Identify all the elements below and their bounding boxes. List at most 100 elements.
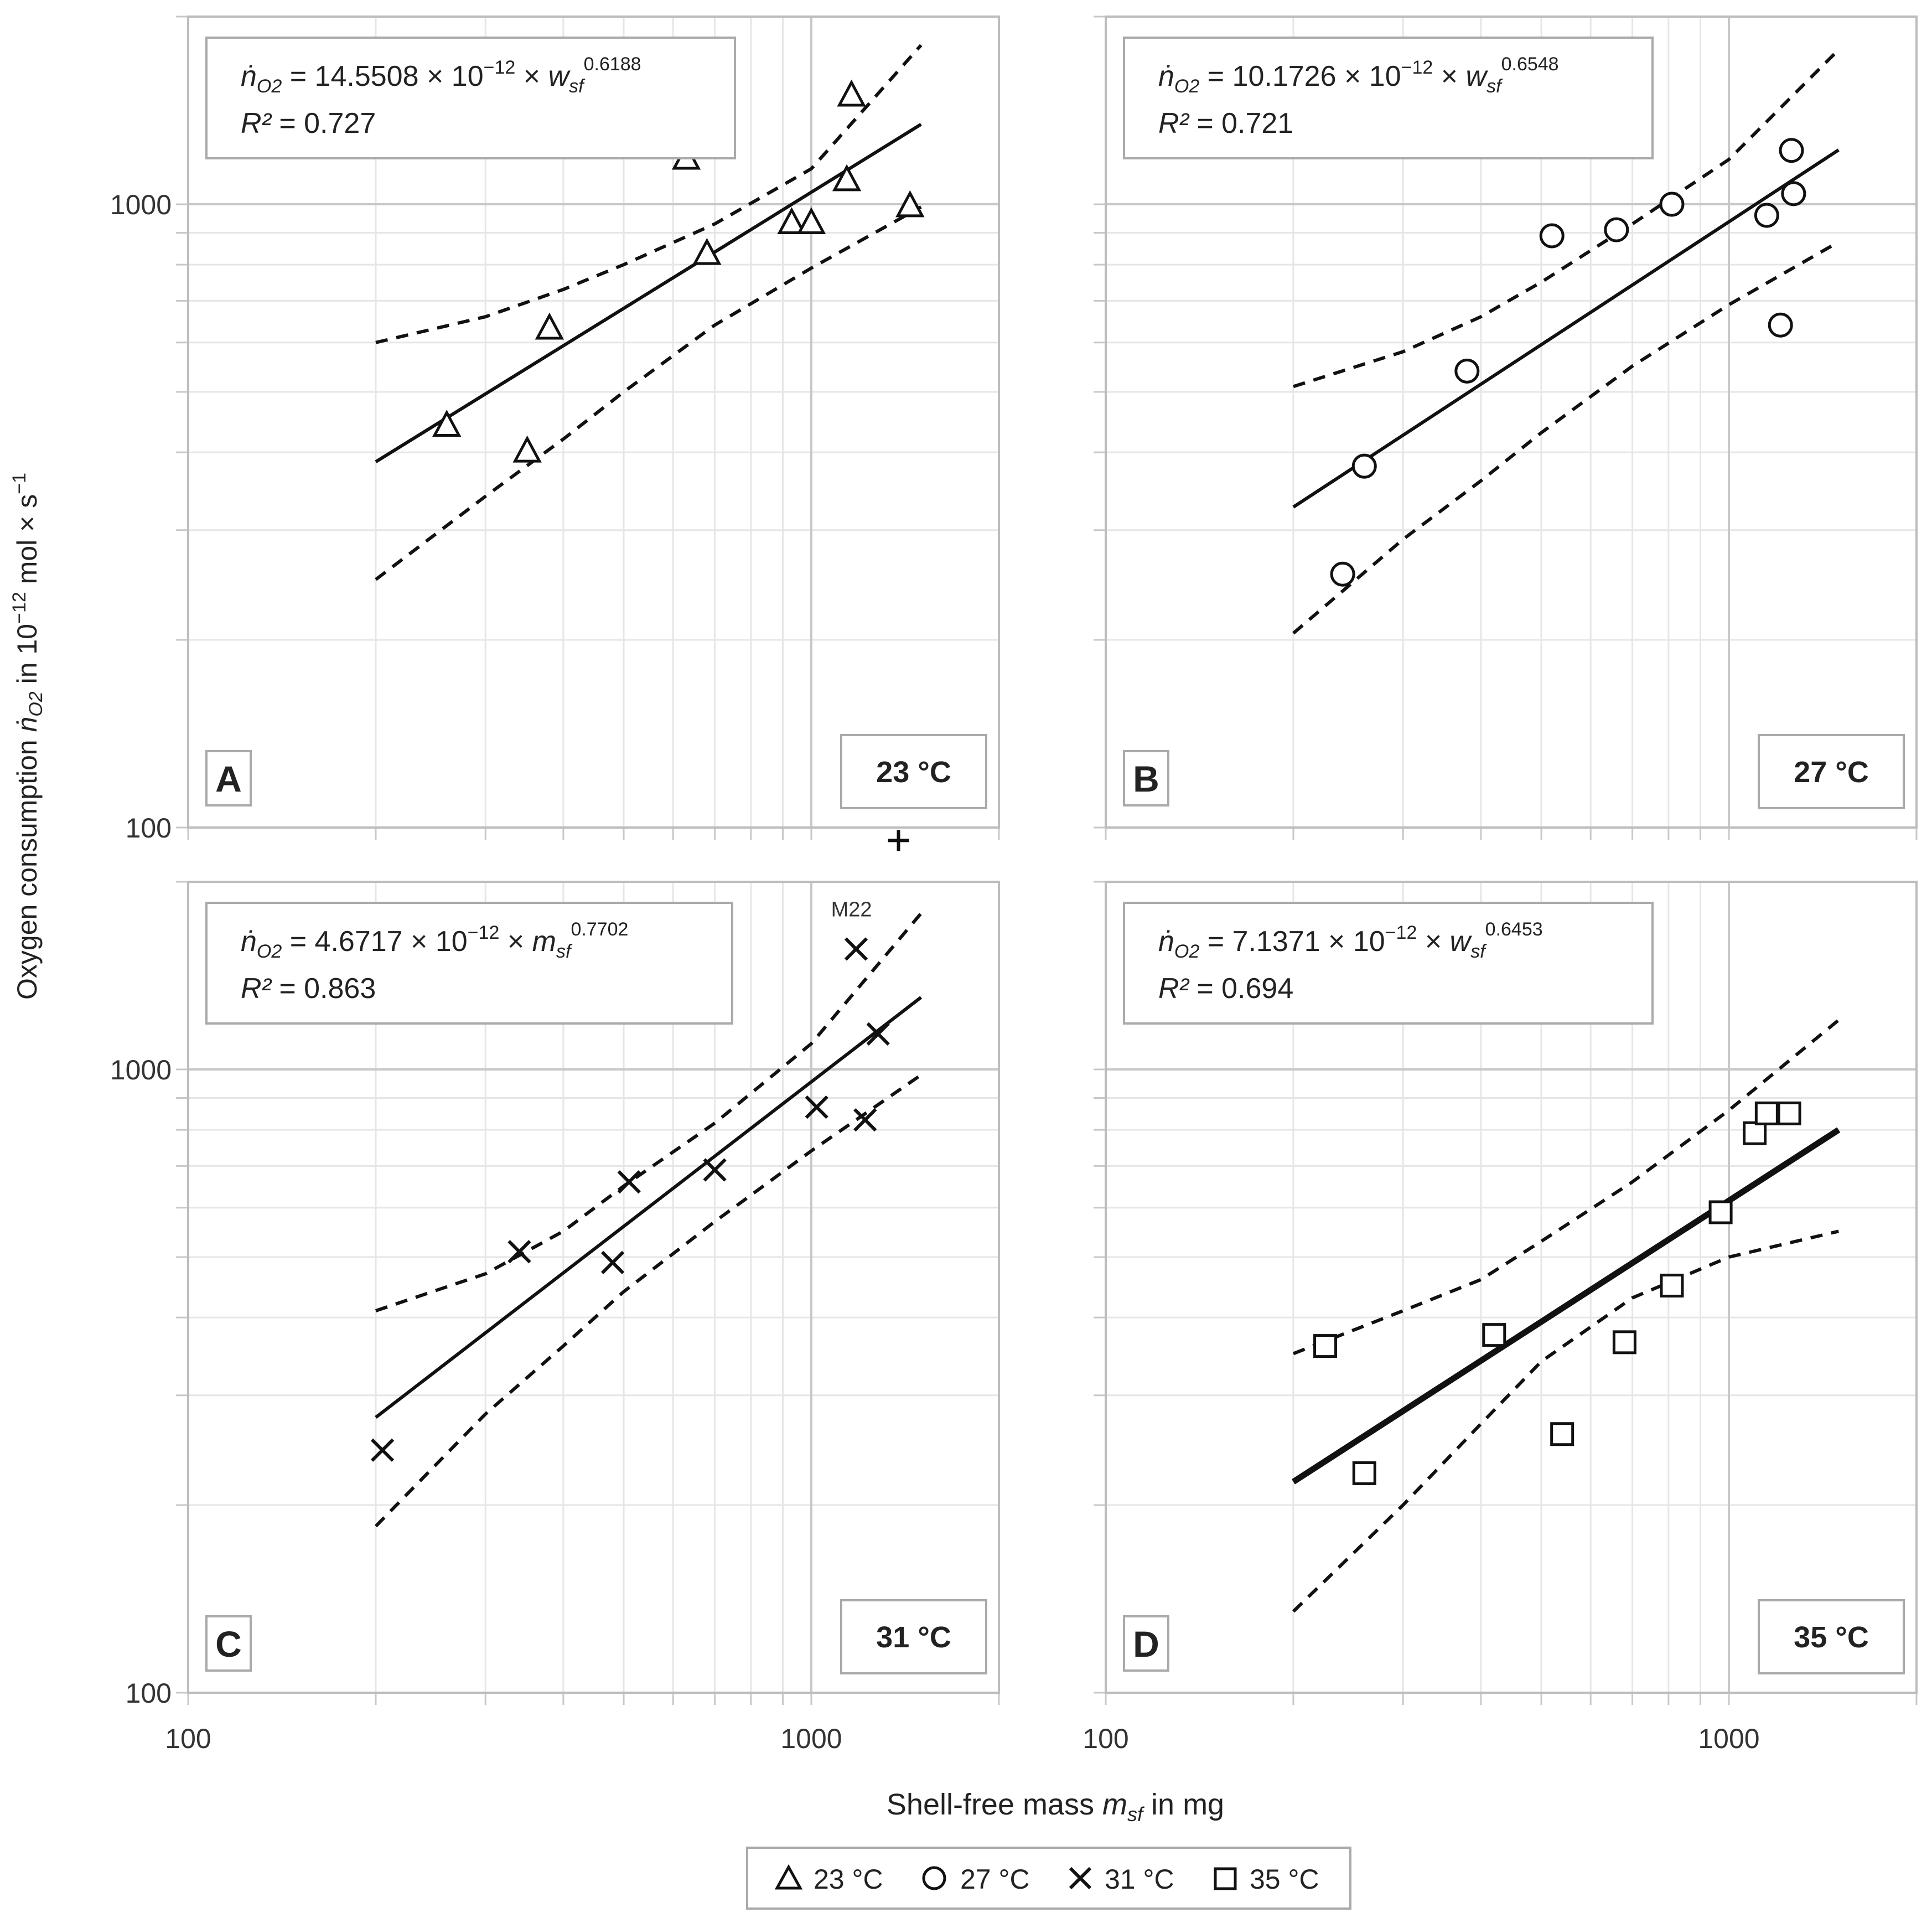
temperature-box	[840, 734, 987, 809]
plot-area-frame	[187, 15, 1000, 829]
r2-value: = 0.863	[271, 973, 376, 1005]
panel-d: 100 1000 ṅO2 = 7.1371 × 10−12 × wsf0.6453 R…	[1082, 881, 1918, 1754]
eq-lhs-sub: O2	[1174, 76, 1199, 97]
plot-area-frame	[187, 881, 1000, 1694]
regression-line	[375, 996, 923, 1419]
data-point-circle	[1754, 203, 1779, 228]
eq-var: w	[1466, 60, 1489, 92]
legend-triangle-icon	[774, 1864, 803, 1890]
y-axis-label-unit-exp: −1	[9, 473, 30, 494]
x-axis-label-sub: sf	[1127, 1803, 1145, 1826]
r2-label: R²	[241, 973, 272, 1005]
x-tick-label: 1000	[780, 1723, 842, 1754]
data-point-square	[1550, 1422, 1574, 1446]
data-point-triangle	[796, 207, 826, 234]
data-point-square	[1743, 1121, 1767, 1145]
r-squared-text: R² = 0.863	[241, 973, 376, 1005]
ci-lower-line	[374, 1073, 923, 1528]
eq-exp: −12	[1385, 922, 1417, 943]
data-point-circle	[1781, 181, 1806, 206]
eq-times: ×	[1433, 60, 1465, 92]
y-axis-label-exp: −12	[9, 592, 30, 624]
eq-var: m	[532, 926, 556, 958]
x-tick-label: 100	[1082, 1723, 1128, 1754]
data-point-circle	[1604, 217, 1629, 242]
x-axis-label-main: Shell-free mass	[887, 1788, 1102, 1821]
legend-circle-icon	[922, 1866, 946, 1890]
regression-line	[1291, 1127, 1841, 1485]
equation-text: ṅO2 = 14.5508 × 10−12 × wsf0.6188	[241, 54, 641, 97]
equation-text: ṅO2 = 4.6717 × 10−12 × msf0.7702	[241, 919, 628, 962]
regression-line	[375, 123, 922, 463]
data-point-square	[1777, 1101, 1801, 1125]
r2-value: = 0.694	[1189, 973, 1293, 1005]
temperature-label: 27 °C	[1794, 756, 1869, 789]
ci-lower-line	[1292, 1229, 1839, 1613]
data-point-square	[1754, 1101, 1779, 1125]
data-point-triangle	[837, 79, 866, 107]
ci-lower-line	[1292, 240, 1840, 635]
y-axis-label-symbol: ṅ	[12, 717, 43, 732]
y-axis-label-in: in 10	[12, 624, 43, 691]
r-squared-text: R² = 0.694	[1158, 973, 1293, 1005]
data-point-cross	[805, 1095, 828, 1119]
legend-label-27: 27 °C	[960, 1864, 1030, 1895]
y-tick-label: 100	[126, 813, 172, 844]
eq-exp: −12	[1401, 57, 1433, 78]
data-point-circle	[1779, 138, 1804, 163]
eq-exp: −12	[468, 922, 500, 943]
y-tick-label: 1000	[110, 1054, 172, 1085]
eq-lhs-sub: O2	[257, 76, 282, 97]
eq-var-sub: sf	[569, 76, 586, 97]
eq-var-sub: sf	[1470, 941, 1487, 962]
equation-box	[1123, 37, 1654, 159]
regression-line	[1292, 148, 1840, 509]
eq-pow: 0.7702	[571, 919, 628, 940]
legend-item-31: 31 °C	[1069, 1864, 1174, 1895]
x-axis-label: Shell-free mass msf in mg	[887, 1788, 1224, 1826]
data-point-cross	[853, 1108, 877, 1132]
panel-letter-box	[205, 1615, 252, 1672]
y-tick-label: 100	[126, 1678, 172, 1709]
data-point-cross	[370, 1438, 395, 1462]
eq-mid: = 14.5508 × 10	[282, 60, 483, 92]
eq-times: ×	[499, 926, 532, 958]
data-point-circle	[1768, 312, 1793, 338]
eq-lhs: ṅ	[241, 926, 257, 958]
eq-pow: 0.6453	[1485, 919, 1543, 940]
data-point-triangle	[832, 164, 862, 192]
eq-var-sub: sf	[1486, 76, 1503, 97]
eq-times: ×	[1417, 926, 1449, 958]
legend: 23 °C 27 °C 31 °C 35 °C	[746, 1847, 1351, 1910]
ci-upper-line	[375, 44, 923, 344]
data-point-triangle	[777, 207, 806, 234]
panel-c: 100 1000 100 1000 M22 ṅO2 = 4.6717 × 10−12 × …	[110, 830, 1000, 1754]
data-point-cross	[866, 1022, 890, 1046]
data-point-triangle	[512, 435, 542, 463]
data-point-cross	[600, 1250, 625, 1274]
y-axis-label-sub: O2	[25, 691, 46, 716]
data-point-circle	[1454, 358, 1480, 384]
equation-box	[205, 37, 736, 159]
panel-b: ṅO2 = 10.1726 × 10−12 × wsf0.6548 R² = 0.…	[1094, 15, 1918, 840]
y-axis-label-unit: mol × s	[12, 494, 43, 592]
eq-times: ×	[515, 60, 548, 92]
outlier-plus-marker	[888, 830, 909, 851]
eq-exp: −12	[484, 57, 516, 78]
legend-square-icon	[1214, 1867, 1237, 1890]
legend-cross-icon	[1069, 1867, 1092, 1890]
panel-letter: B	[1133, 758, 1159, 799]
x-tick-label: 100	[165, 1723, 211, 1754]
data-point-cross	[844, 937, 868, 961]
legend-item-35: 35 °C	[1214, 1864, 1319, 1895]
data-point-square	[1352, 1461, 1376, 1485]
eq-mid: = 10.1726 × 10	[1199, 60, 1401, 92]
panel-letter: A	[215, 758, 242, 799]
eq-mid: = 7.1371 × 10	[1199, 926, 1385, 958]
r2-value: = 0.727	[271, 107, 376, 139]
plot-area-frame	[1105, 15, 1918, 829]
panel-letter: D	[1133, 1624, 1159, 1664]
panel-letter-box	[1123, 750, 1169, 807]
equation-text: ṅO2 = 10.1726 × 10−12 × wsf0.6548	[1158, 54, 1559, 97]
